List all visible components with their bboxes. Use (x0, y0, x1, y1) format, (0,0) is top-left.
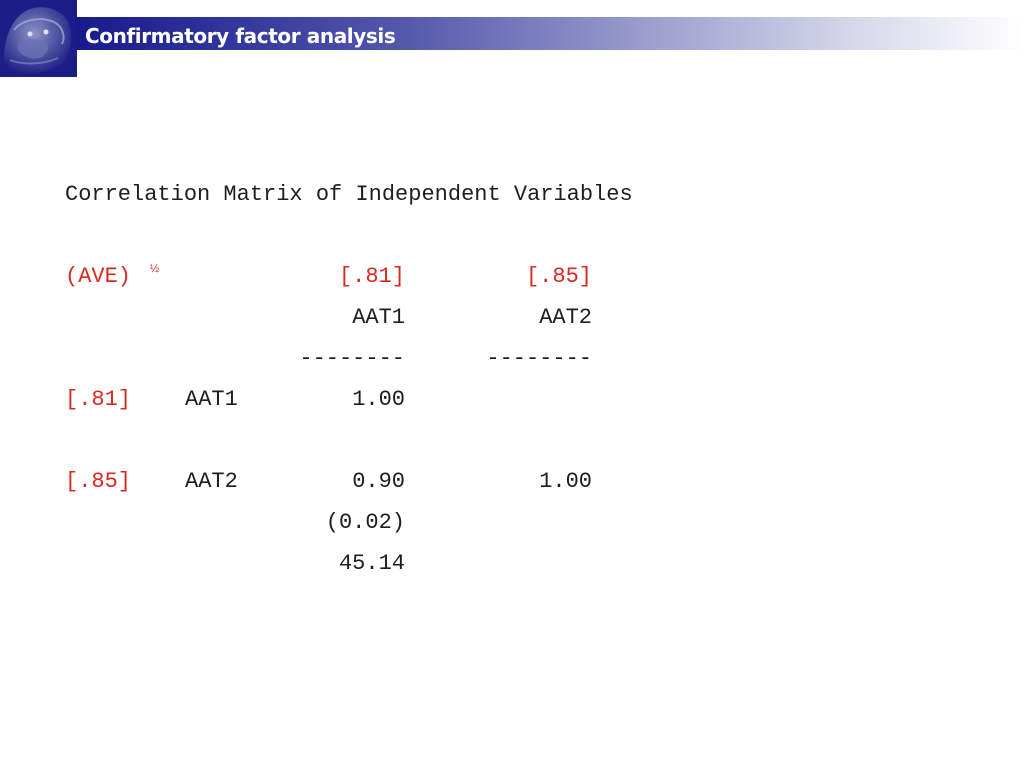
row-label: AAT1 (185, 387, 238, 412)
column-ave-aat1: [.81] (338, 264, 405, 289)
logo (0, 0, 77, 77)
column-ave-aat2: [.85] (525, 264, 592, 289)
column-rule-aat1: -------- (299, 346, 405, 371)
title-bar: Confirmatory factor analysis (76, 17, 1024, 50)
row-ave: [.81] (65, 387, 132, 412)
slide-title: Confirmatory factor analysis (85, 24, 396, 48)
t-value: 45.14 (338, 551, 405, 576)
column-rule-aat2: -------- (486, 346, 592, 371)
cell-aat1-aat1: 1.00 (352, 387, 405, 412)
cell-aat2-aat2: 1.00 (539, 469, 592, 494)
std-error: (0.02) (325, 510, 405, 535)
column-header-aat1: AAT1 (352, 305, 405, 330)
column-header-aat2: AAT2 (539, 305, 592, 330)
lion-emblem-icon (0, 0, 77, 77)
row-label: AAT2 (185, 469, 238, 494)
row-ave: [.85] (65, 469, 132, 494)
ave-superscript: ½ (150, 263, 160, 275)
table-heading: Correlation Matrix of Independent Variab… (65, 182, 633, 207)
ave-label: (AVE) (65, 264, 132, 289)
cell-aat2-aat1: 0.90 (352, 469, 405, 494)
